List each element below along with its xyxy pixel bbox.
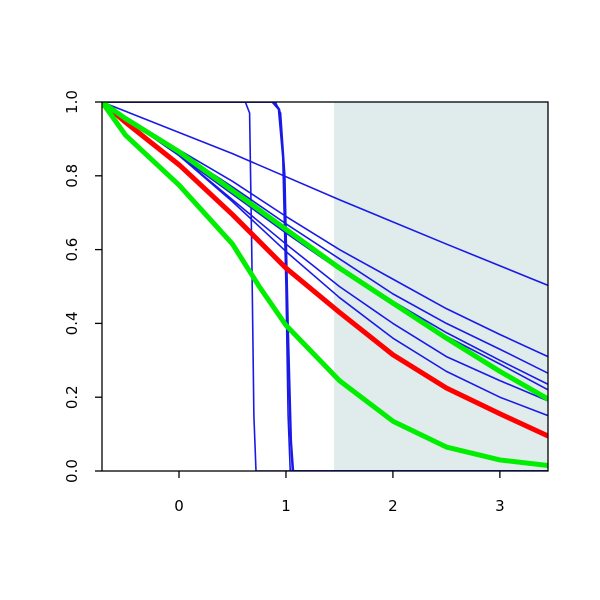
x-tick-label: 2 bbox=[388, 497, 398, 515]
series-line-red-12 bbox=[102, 102, 548, 439]
series-line-blue-11 bbox=[102, 102, 548, 417]
series-line-blue-1 bbox=[102, 102, 548, 471]
series-line-green-14 bbox=[102, 102, 548, 468]
y-tick-label: 0.0 bbox=[63, 459, 81, 483]
plot-area bbox=[102, 102, 548, 471]
series-line-blue-6 bbox=[102, 102, 548, 358]
y-tick-label: 0.8 bbox=[63, 164, 81, 188]
series-line-blue-4 bbox=[102, 102, 548, 471]
y-tick-label: 0.4 bbox=[63, 311, 81, 335]
x-tick-label: 0 bbox=[174, 497, 184, 515]
axes: 0.0 0.2 0.4 0.6 0.8 1.0 0 1 2 3 bbox=[63, 90, 549, 515]
series-group bbox=[102, 102, 548, 471]
series-line-blue-5 bbox=[102, 102, 548, 287]
y-tick-label: 0.6 bbox=[63, 238, 81, 262]
y-tick-label: 0.2 bbox=[63, 385, 81, 409]
x-tick-label: 3 bbox=[495, 497, 505, 515]
y-tick-label: 1.0 bbox=[63, 90, 81, 114]
x-tick-label: 1 bbox=[281, 497, 291, 515]
series-line-green-13 bbox=[102, 102, 548, 402]
plot-frame bbox=[101, 101, 549, 472]
